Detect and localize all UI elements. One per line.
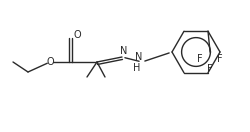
Text: F: F [216, 54, 222, 64]
Text: F: F [206, 64, 212, 74]
Text: N: N [120, 46, 127, 56]
Text: O: O [73, 30, 80, 40]
Text: N: N [135, 52, 142, 62]
Text: F: F [196, 54, 202, 64]
Text: H: H [133, 63, 140, 73]
Text: O: O [46, 57, 54, 67]
